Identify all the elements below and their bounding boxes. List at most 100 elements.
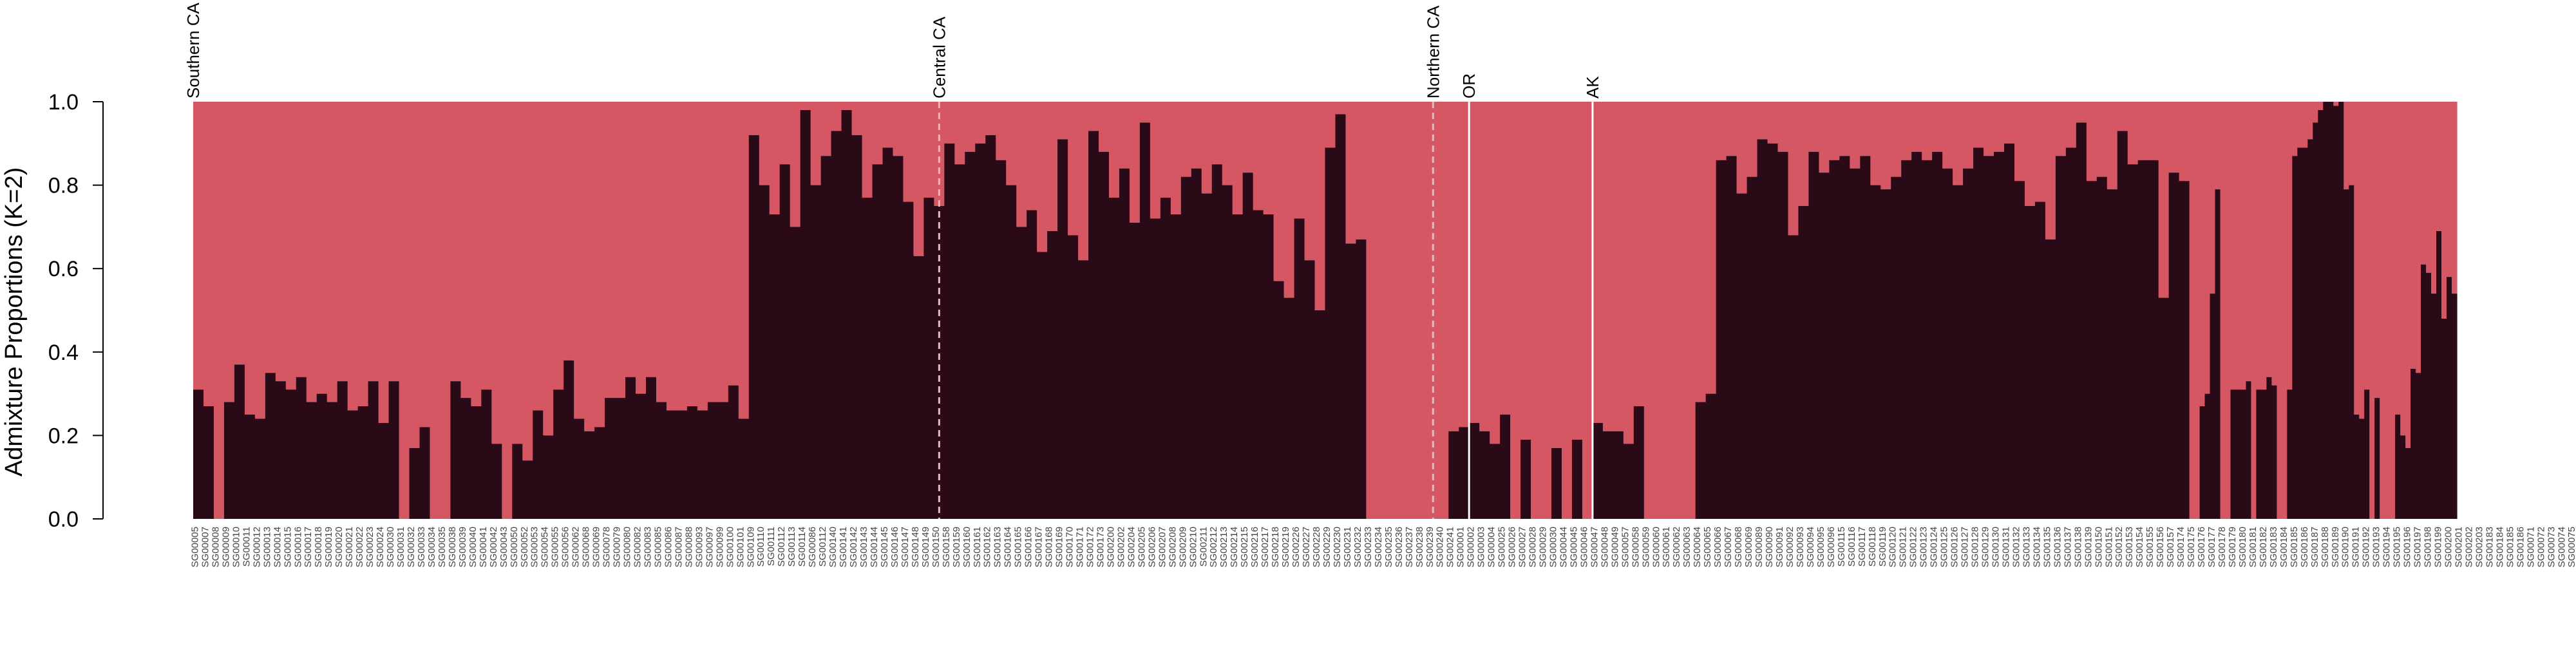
bar-segment-red bbox=[2246, 102, 2252, 382]
bar-segment-dark bbox=[692, 406, 698, 519]
sample-label: SG00157 bbox=[2165, 527, 2176, 567]
bar-segment-dark bbox=[1500, 415, 1506, 519]
bar-segment-dark bbox=[903, 202, 909, 519]
bar-segment-dark bbox=[1607, 431, 1614, 519]
bar-segment-red bbox=[2107, 102, 2113, 190]
bar-segment-red bbox=[1716, 102, 1722, 160]
bar-segment-red bbox=[605, 102, 611, 399]
bar-segment-red bbox=[1922, 102, 1927, 160]
bar-segment-red bbox=[1814, 102, 1820, 152]
sample-label: SG00009 bbox=[220, 527, 231, 567]
bar-segment-red bbox=[939, 102, 945, 206]
bar-segment-red bbox=[1901, 102, 1907, 160]
sample-label: SG00004 bbox=[1486, 527, 1497, 567]
sample-label: SG00053 bbox=[529, 527, 540, 567]
bar-segment-red bbox=[2210, 102, 2216, 294]
bar-segment-dark bbox=[1927, 160, 1933, 520]
sample-label: SG00086 bbox=[663, 527, 674, 567]
sample-label: SG00159 bbox=[951, 527, 962, 567]
sample-label: SG00160 bbox=[961, 527, 972, 567]
bar-segment-red bbox=[280, 102, 287, 382]
bar-segment-red bbox=[1119, 102, 1125, 169]
sample-label: SG00161 bbox=[972, 527, 983, 567]
bar-segment-dark bbox=[1201, 193, 1208, 519]
bar-segment-dark bbox=[1613, 431, 1619, 519]
bar-segment-red bbox=[1180, 102, 1187, 177]
bar-segment-dark bbox=[2400, 435, 2406, 519]
bar-segment-red bbox=[1500, 102, 1506, 415]
bar-segment-red bbox=[1206, 102, 1213, 194]
bar-segment-red bbox=[466, 102, 471, 399]
sample-label: SG00124 bbox=[1929, 527, 1940, 567]
bar-segment-red bbox=[656, 102, 662, 402]
bar-segment-dark bbox=[2307, 139, 2313, 519]
bar-segment-dark bbox=[2117, 131, 2123, 520]
sample-label: SG00209 bbox=[1177, 527, 1188, 567]
bar-segment-dark bbox=[471, 406, 477, 519]
bar-segment-red bbox=[1685, 102, 1691, 519]
bar-segment-red bbox=[887, 102, 894, 148]
bar-segment-red bbox=[2070, 102, 2077, 148]
sample-label: SG00054 bbox=[540, 527, 551, 567]
bar-segment-red bbox=[2344, 102, 2349, 190]
bar-segment-dark bbox=[1638, 406, 1645, 519]
bar-segment-red bbox=[430, 102, 436, 519]
bar-segment-red bbox=[2390, 102, 2396, 519]
bar-segment-dark bbox=[1078, 260, 1084, 519]
bar-segment-dark bbox=[2060, 156, 2067, 520]
bar-segment-dark bbox=[2359, 418, 2365, 519]
sample-label: SG00118 bbox=[1867, 527, 1878, 567]
bar-segment-dark bbox=[589, 431, 595, 519]
bar-segment-red bbox=[2153, 102, 2159, 160]
bar-segment-red bbox=[975, 102, 981, 144]
bar-segment-red bbox=[2292, 102, 2298, 156]
sample-label: SG00203 bbox=[2474, 527, 2485, 567]
bar-segment-red bbox=[1829, 102, 1835, 160]
sample-label: SG00007 bbox=[200, 527, 211, 567]
bar-segment-red bbox=[445, 102, 451, 519]
bar-segment-red bbox=[342, 102, 348, 382]
bar-segment-red bbox=[1474, 102, 1480, 423]
bar-segment-red bbox=[630, 102, 636, 377]
bar-segment-dark bbox=[1526, 439, 1531, 519]
sample-label: SG00183 bbox=[2484, 527, 2495, 567]
bar-segment-red bbox=[244, 102, 251, 415]
bar-segment-dark bbox=[748, 135, 755, 520]
bar-segment-red bbox=[1886, 102, 1891, 190]
bar-segment-dark bbox=[1700, 402, 1707, 519]
sample-label: SG00012 bbox=[251, 527, 262, 567]
bar-segment-dark bbox=[1855, 168, 1861, 519]
sample-label: SG00112 bbox=[817, 527, 828, 567]
bar-segment-dark bbox=[1459, 427, 1464, 519]
bar-segment-red bbox=[1536, 102, 1542, 519]
sample-label: SG00079 bbox=[612, 527, 623, 567]
bar-segment-red bbox=[1592, 102, 1598, 423]
bar-segment-red bbox=[1129, 102, 1135, 223]
bar-segment-dark bbox=[1160, 198, 1166, 519]
bar-segment-dark bbox=[1551, 447, 1557, 519]
bar-segment-red bbox=[223, 102, 230, 402]
bar-segment-red bbox=[1783, 102, 1789, 152]
bar-segment-dark bbox=[594, 427, 600, 519]
bar-segment-red bbox=[1989, 102, 1994, 156]
bar-segment-red bbox=[738, 102, 744, 419]
bar-segment-dark bbox=[2143, 160, 2149, 520]
bar-segment-red bbox=[2431, 102, 2437, 294]
sample-label: SG00093 bbox=[1795, 527, 1806, 567]
bar-segment-red bbox=[1968, 102, 1974, 169]
bar-segment-red bbox=[1680, 102, 1686, 519]
bar-segment-red bbox=[717, 102, 724, 402]
bar-segment-red bbox=[1063, 102, 1068, 140]
bar-segment-red bbox=[1752, 102, 1758, 177]
sample-label: SG00119 bbox=[1877, 527, 1888, 567]
bar-segment-red bbox=[1546, 102, 1552, 519]
bar-segment-red bbox=[1469, 102, 1475, 423]
bar-segment-dark bbox=[455, 381, 462, 519]
bar-segment-dark bbox=[2297, 147, 2303, 519]
bar-segment-dark bbox=[1253, 210, 1259, 519]
bar-segment-red bbox=[332, 102, 338, 402]
bar-segment-red bbox=[1973, 102, 1979, 148]
bar-segment-red bbox=[2256, 102, 2262, 390]
bar-segment-red bbox=[1433, 102, 1439, 519]
bar-segment-red bbox=[795, 102, 801, 227]
